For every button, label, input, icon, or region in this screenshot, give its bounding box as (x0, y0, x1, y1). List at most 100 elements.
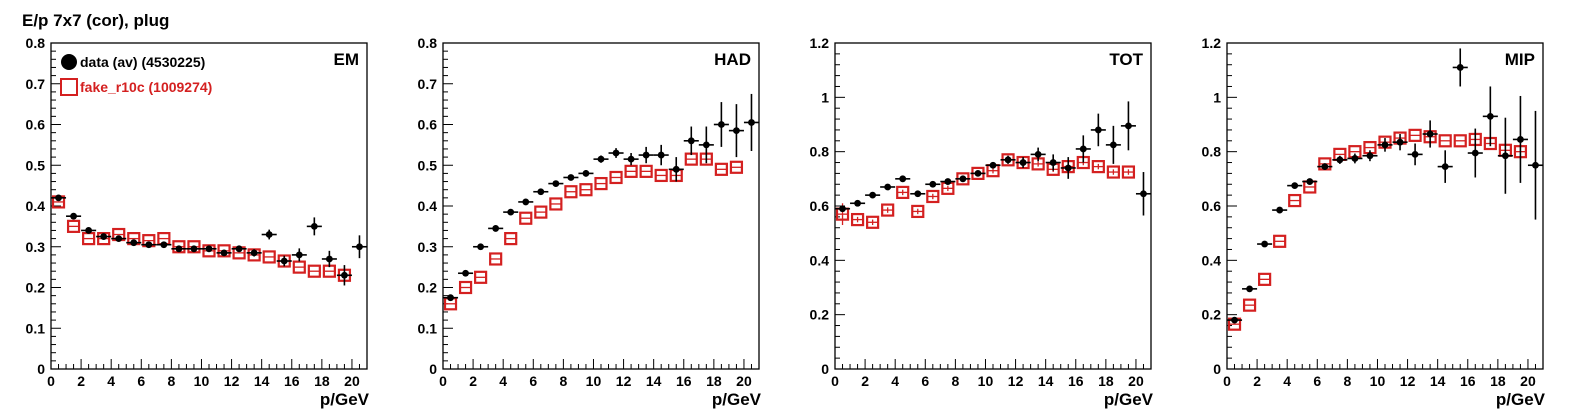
legend-entry: fake_r10c (1009274) (60, 78, 212, 96)
x-tick-label: 6 (137, 373, 145, 389)
data-point (201, 245, 217, 253)
data-point (743, 93, 759, 151)
data-point (518, 198, 534, 206)
y-tick-label: 0.3 (26, 239, 46, 255)
data-point (970, 170, 986, 177)
fake-point (1288, 193, 1302, 208)
y-tick-label: 1 (1213, 89, 1221, 105)
data-point (1227, 316, 1243, 324)
data-point (458, 269, 474, 277)
data-point (351, 235, 367, 259)
x-tick-label: 14 (646, 373, 662, 389)
x-tick-label: 10 (586, 373, 602, 389)
data-point (96, 233, 112, 240)
plot-frame (1226, 42, 1544, 370)
legend: data (av) (4530225) fake_r10c (1009274) (60, 54, 212, 96)
data-point (623, 153, 639, 166)
panel-label: HAD (714, 50, 751, 69)
data-point (336, 265, 352, 286)
series-data (51, 194, 367, 286)
y-tick-label: 0.8 (26, 35, 46, 51)
data-point (261, 229, 277, 240)
panel-label: TOT (1109, 50, 1143, 69)
fake-point (896, 185, 910, 200)
data-point (156, 241, 172, 249)
fake-point (866, 215, 880, 229)
data-point (443, 294, 459, 302)
x-axis-label: p/GeV (712, 390, 762, 409)
data-point (1497, 117, 1513, 194)
x-tick-label: 14 (1430, 373, 1446, 389)
x-tick-label: 2 (1253, 373, 1261, 389)
data-point (1317, 163, 1333, 171)
fake-point (66, 219, 81, 233)
data-point (186, 245, 202, 253)
y-tick-label: 0 (429, 361, 437, 377)
data-point (1000, 155, 1016, 164)
legend-label: data (av) (4530225) (80, 54, 205, 70)
data-point (1030, 147, 1046, 162)
data-point (1467, 128, 1483, 178)
data-point (171, 245, 187, 253)
data-point (940, 178, 956, 185)
series-fake (51, 195, 352, 282)
x-tick-label: 14 (254, 373, 270, 389)
fake-point (1121, 165, 1136, 179)
y-tick-label: 0.6 (418, 117, 438, 133)
data-point (713, 102, 729, 147)
x-tick-label: 20 (1128, 373, 1144, 389)
y-tick-label: 0.4 (1202, 252, 1222, 268)
fake-point (729, 160, 744, 174)
y-tick-label: 1.2 (810, 35, 830, 51)
fake-point (850, 212, 865, 227)
data-point (895, 175, 911, 183)
data-point (1242, 285, 1258, 293)
y-tick-label: 0.6 (810, 198, 830, 214)
fake-point (1273, 234, 1287, 248)
y-tick-label: 0.1 (418, 320, 438, 336)
data-point (728, 104, 744, 158)
legend-entry: data (av) (4530225) (61, 54, 205, 70)
data-point (1452, 48, 1468, 87)
fake-point (474, 270, 488, 284)
fake-point (519, 211, 533, 225)
data-point (126, 239, 142, 247)
y-tick-label: 0.5 (418, 157, 438, 173)
data-point (850, 199, 866, 207)
x-tick-label: 18 (314, 373, 330, 389)
data-point (473, 243, 489, 251)
fake-point (504, 232, 518, 246)
data-point (488, 225, 504, 232)
panels: 0 2 4 6 8 10 12 14 16 18 2000.10.20.30.40.50.60.70… (26, 35, 1546, 409)
fake-point (307, 264, 321, 278)
data-point (578, 170, 594, 177)
x-tick-label: 2 (469, 373, 477, 389)
data-point (231, 245, 247, 253)
data-point (910, 190, 926, 198)
fake-point (624, 164, 638, 178)
data-point (533, 188, 549, 196)
y-tick-label: 0.4 (810, 252, 830, 268)
x-tick-label: 0 (1223, 373, 1231, 389)
data-point (985, 161, 1001, 169)
y-tick-label: 0 (1213, 361, 1221, 377)
x-tick-label: 14 (1038, 373, 1054, 389)
data-point (321, 250, 337, 268)
fake-point (292, 260, 306, 274)
data-point (925, 180, 941, 188)
y-tick-label: 0.2 (418, 280, 438, 296)
y-tick-label: 0.8 (810, 144, 830, 160)
fake-point (1091, 160, 1105, 174)
data-point (1075, 135, 1091, 163)
data-point (1120, 101, 1136, 151)
y-tick-label: 0.1 (26, 320, 46, 336)
fake-point (549, 197, 563, 211)
data-point (1272, 206, 1288, 214)
fake-point (926, 189, 940, 204)
x-tick-label: 18 (1098, 373, 1114, 389)
x-tick-label: 16 (1068, 373, 1084, 389)
data-point (1045, 154, 1061, 171)
data-point (683, 126, 699, 156)
data-point (1377, 138, 1393, 152)
